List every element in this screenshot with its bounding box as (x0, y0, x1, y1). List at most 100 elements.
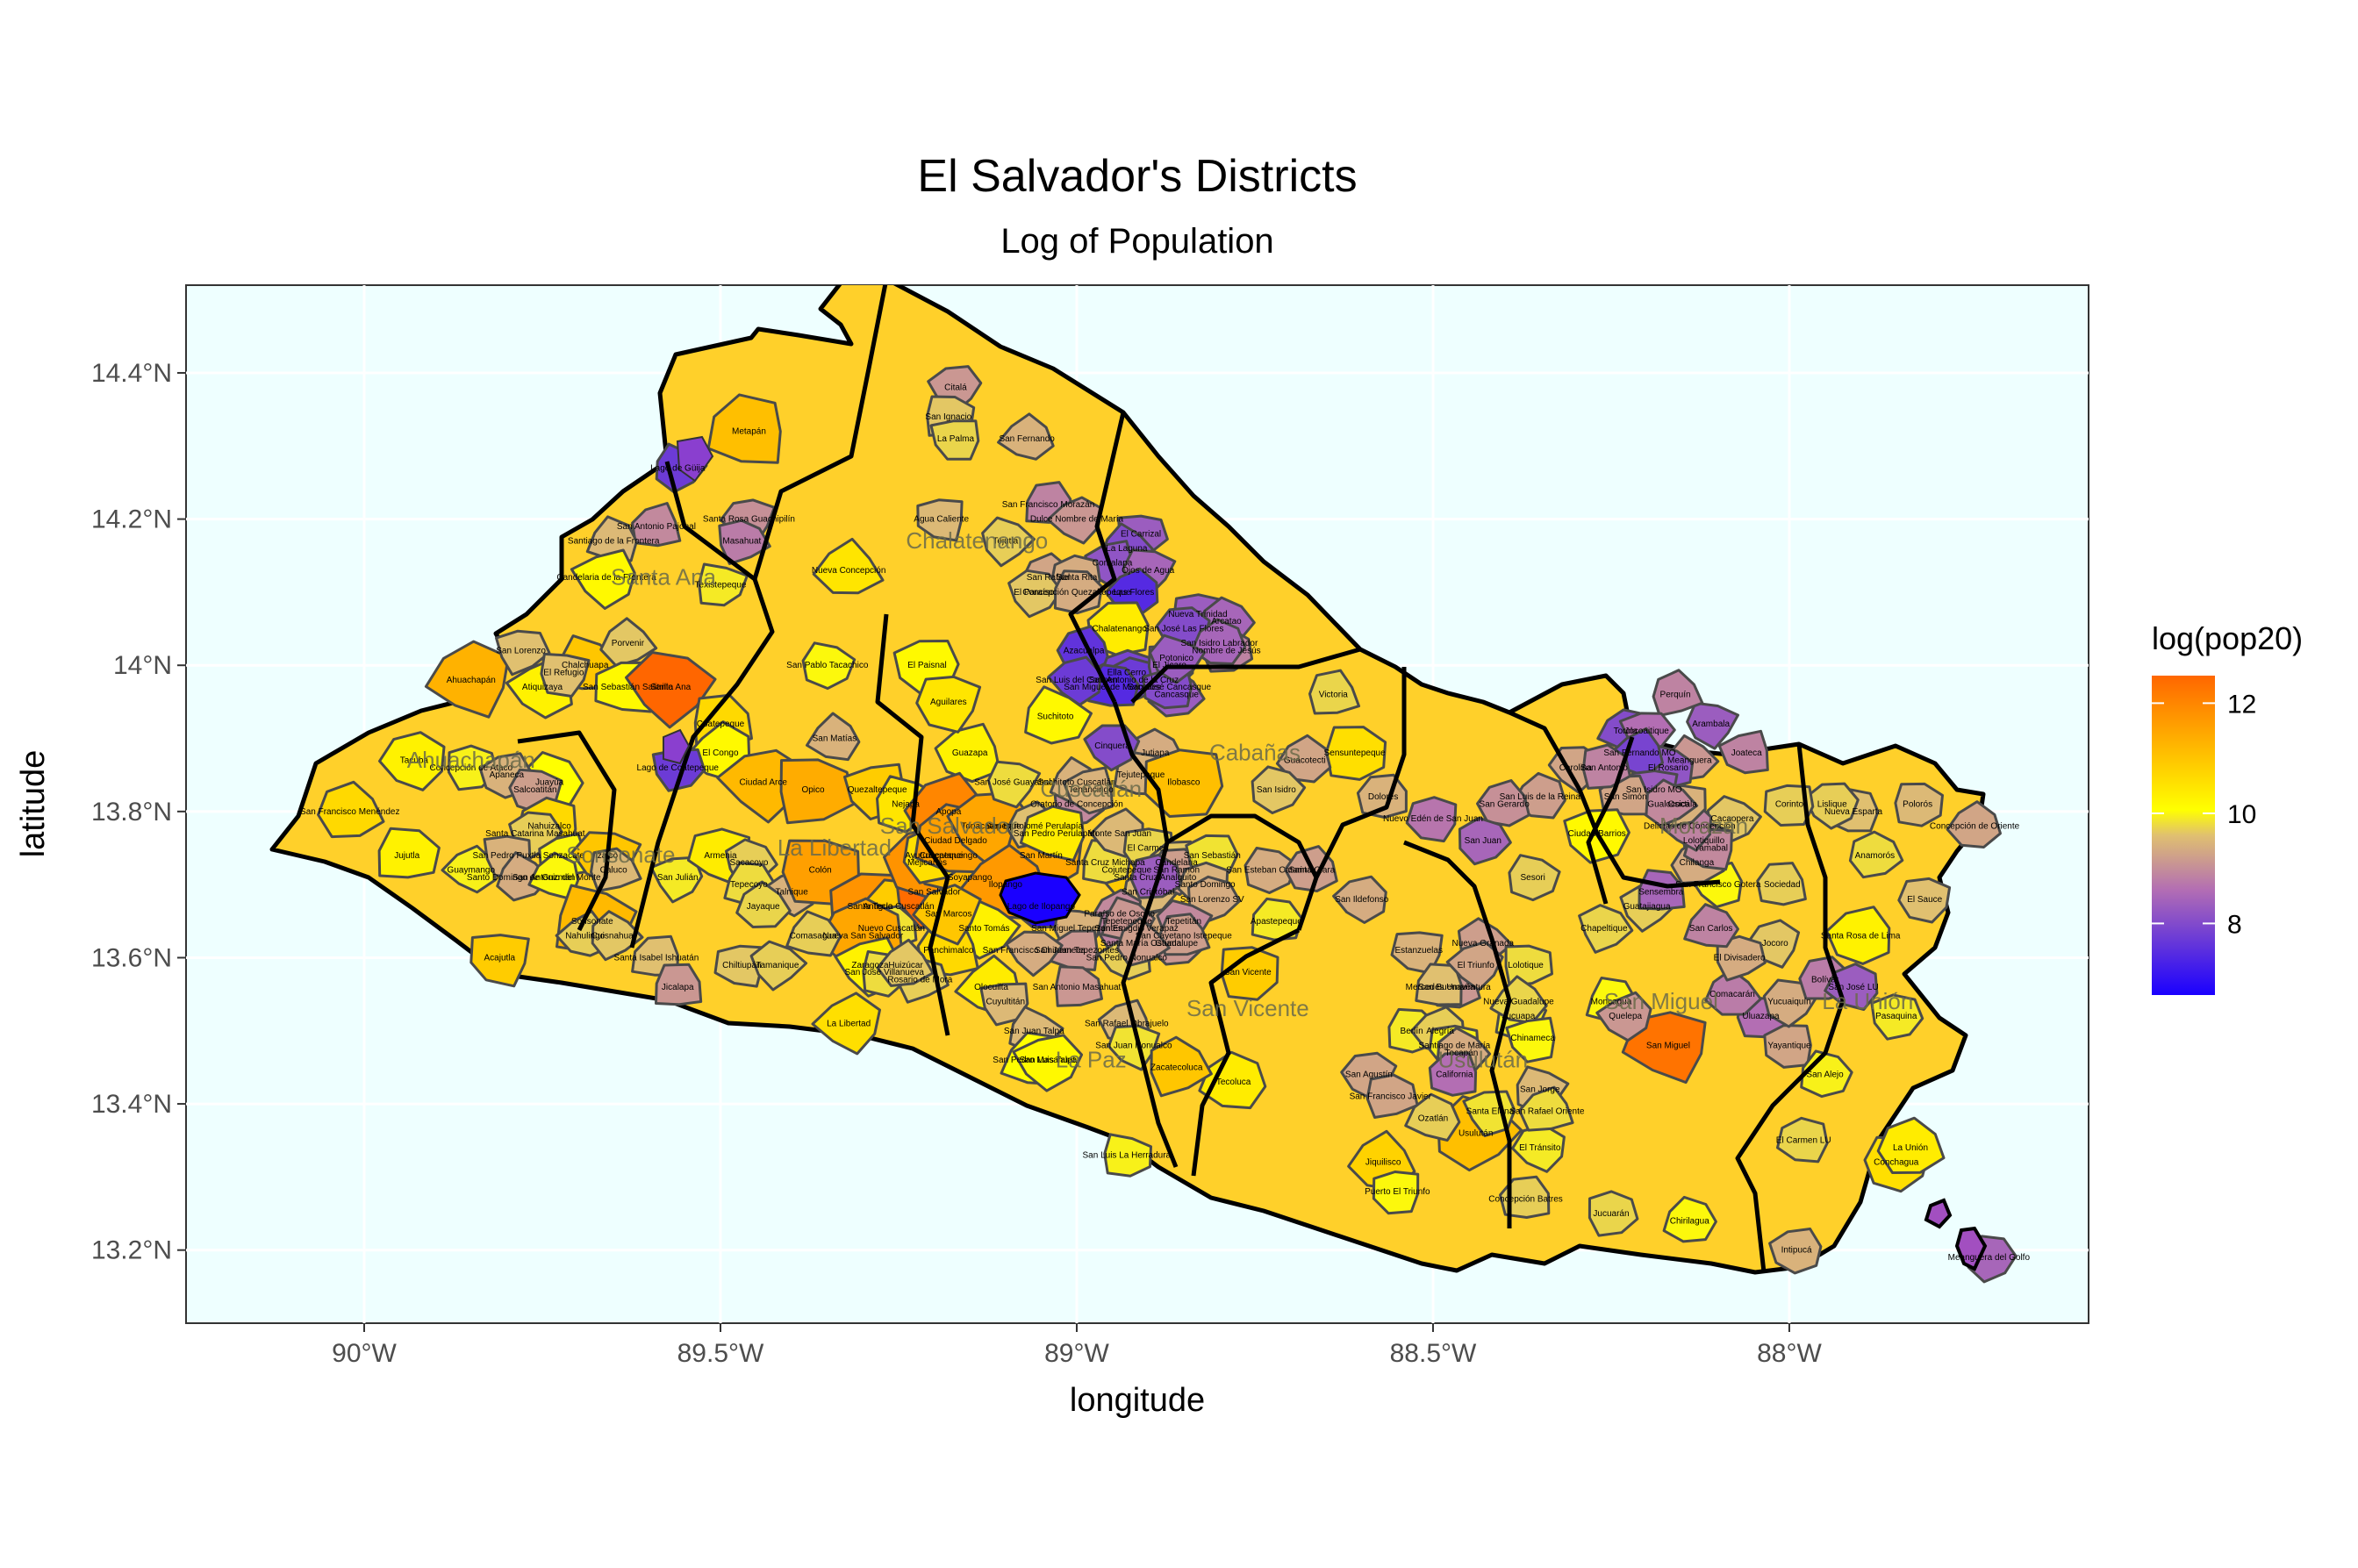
district-label: Ciudad Arce (739, 778, 787, 788)
district-label: Candelaria (1155, 858, 1198, 868)
district-polygon (1824, 963, 1879, 1011)
district-label: Osicala (1667, 800, 1697, 810)
district-polygon (1308, 669, 1360, 715)
district-label: Lago de Güija (650, 463, 706, 473)
district-polygon (929, 419, 980, 461)
district-label: Sensuntepeque (1324, 748, 1387, 758)
district-label: San Alejo (1806, 1070, 1844, 1080)
district-label: El Divisadero (1714, 953, 1766, 963)
district-label: Jocoro (1762, 939, 1788, 949)
island-meanguera (1924, 1198, 1953, 1229)
district-label: Masahuat (722, 537, 761, 547)
district-label: Polorós (1903, 800, 1932, 810)
department-label: La Libertad (778, 834, 892, 861)
district-label: San José Cancasque (1128, 683, 1212, 692)
district-label: Tepetitán (1165, 917, 1201, 927)
district-polygon (806, 712, 861, 762)
department-label: Usulután (1438, 1046, 1529, 1072)
district-polygon (1251, 765, 1307, 814)
district-polygon (1325, 726, 1387, 781)
district-label: Moncagua (1591, 997, 1632, 1006)
district-label: Perquín (1660, 691, 1691, 700)
district-label: Yayantique (1767, 1041, 1811, 1050)
district-label: Soyapango (948, 873, 993, 883)
district-label: Cuisnahuat (591, 931, 636, 941)
district-label: San Buenaventura (1418, 983, 1491, 992)
department-labels: Ahuachapán Santa Ana Sonsonate Chalatenango… (407, 527, 1914, 1073)
district-label: Santiago de María (1418, 1041, 1490, 1050)
district-polygon (1499, 1175, 1551, 1219)
district-polygon (912, 884, 982, 946)
district-label: San Bartolomé Perulapía (985, 821, 1083, 831)
district-label: Santa Cruz Analquito (1114, 873, 1196, 883)
department-label: Sonsonate (566, 841, 675, 868)
district-label: San Antonio Pajonal (617, 522, 696, 532)
district-label: El Paraíso (1014, 588, 1055, 598)
y-tick-label: 13.4°N (91, 1090, 172, 1119)
district-label: San Francisco Menéndez (300, 807, 399, 817)
district-label: Nahulingo (565, 931, 605, 941)
district-label: California (1436, 1070, 1473, 1080)
legend-tick-label: 10 (2227, 800, 2256, 829)
district-polygon (1103, 1133, 1152, 1178)
district-label: Santo Tomás (958, 924, 1009, 934)
district-label: Atiquizaya (522, 683, 563, 692)
district-label: Rosario de Mora (887, 975, 952, 984)
district-label: Porvenir (612, 639, 645, 648)
district-polygon (698, 562, 749, 607)
district-label: Lago de Ilopango (1007, 902, 1076, 912)
district-label: Jicalapa (662, 983, 694, 992)
district-label: San Isidro MO (1626, 785, 1682, 795)
district-label: San Francisco Chinameca (983, 946, 1086, 956)
district-label: San Gerardo (1480, 800, 1530, 810)
district-label: Tejutla (993, 537, 1018, 547)
district-label: La Unión (1893, 1143, 1928, 1153)
district-polygons (317, 365, 2018, 1284)
y-tick-label: 14.2°N (91, 505, 172, 534)
district-label: San Marcos (925, 909, 971, 919)
department-label: Ahuachapán (407, 747, 535, 773)
district-polygon (495, 629, 551, 677)
district-label: Suchitoto (1037, 712, 1074, 722)
district-polygon (1683, 903, 1739, 949)
district-label: Tejutepeque (1117, 770, 1165, 780)
district-label: Suchitoto Cuscatlán (1038, 778, 1116, 788)
district-polygon (540, 652, 591, 698)
district-label: Guadalupe (1155, 939, 1198, 949)
district-label: Potonico (1159, 654, 1193, 663)
x-tick-label: 90°W (332, 1339, 397, 1368)
district-label: Ilopango (989, 880, 1023, 890)
district-polygon (811, 992, 881, 1056)
district-polygon (1704, 968, 1762, 1016)
district-label: San Juan Tepezontes (1035, 946, 1119, 956)
district-label: San Cayetano Istepeque (1136, 931, 1233, 941)
district-label: Panchimalco (923, 946, 974, 956)
district-label: San Francisco Gotera (1675, 880, 1761, 890)
district-label: San Juan Talpa (1004, 1027, 1064, 1036)
district-label: San Jorge (1520, 1085, 1560, 1094)
district-polygon (1005, 930, 1064, 977)
district-label: San Pedro Puxtla (472, 851, 541, 861)
district-label: Santo Domingo (1175, 880, 1236, 890)
district-polygon (1876, 1116, 1946, 1174)
lake-ilopango (999, 871, 1081, 925)
district-label: San Ramón (1153, 865, 1200, 875)
district-label: San Agustín (1345, 1070, 1393, 1080)
district-label: El Carmen (1128, 843, 1169, 853)
district-label: Jayaque (747, 902, 780, 912)
district-polygon (1055, 965, 1103, 1007)
district-label: Antiguo Cuscatlán (863, 902, 934, 912)
district-label: Nuevo Cuscatlán (858, 924, 925, 934)
district-label: Meanguera del Golfo (1948, 1253, 2031, 1263)
district-polygon (1508, 854, 1561, 902)
district-label: Santa Isabel Ishuatán (614, 953, 699, 963)
district-polygon (1768, 1228, 1823, 1275)
district-polygon (1251, 897, 1303, 942)
district-label: Acajutla (484, 953, 515, 963)
district-label: El Tránsito (1519, 1143, 1561, 1153)
district-label: Santa Cruz Michapa (1065, 858, 1145, 868)
x-axis-title: longitude (1070, 1382, 1205, 1419)
legend-colorbar (2152, 676, 2215, 995)
district-label: Tonacatepeque (961, 821, 1021, 831)
district-label: San Antonio de la Cruz (1089, 676, 1179, 685)
